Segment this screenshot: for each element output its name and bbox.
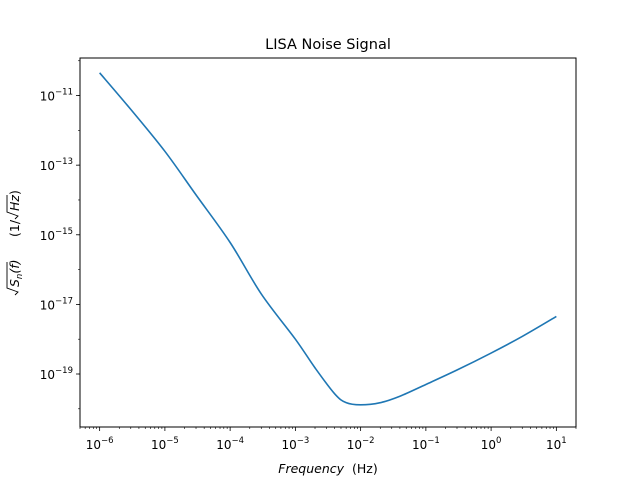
y-label-unit-open: (1/ bbox=[7, 219, 22, 237]
y-label-symbol: S bbox=[7, 279, 22, 287]
y-label-subscript: n bbox=[15, 274, 25, 279]
series-layer bbox=[99, 72, 557, 406]
svg-text:Sn(f): Sn(f) bbox=[7, 260, 25, 287]
svg-text:(1/: (1/ bbox=[7, 219, 22, 237]
plot-area-frame bbox=[79, 57, 577, 428]
y-axis-ticks: 10−19 10−17 10−15 10−13 10−11 bbox=[40, 60, 80, 410]
noise-curve-line bbox=[99, 72, 557, 406]
y-tick-label: 10−17 bbox=[40, 296, 73, 312]
svg-text:Hz): Hz) bbox=[7, 190, 22, 211]
y-axis-label: Sn(f) (1/ Hz) bbox=[6, 190, 25, 296]
y-label-unit-sqrt-sign bbox=[6, 195, 19, 220]
y-tick-label: 10−19 bbox=[40, 366, 73, 382]
x-axis-label: Frequency (Hz) bbox=[278, 461, 377, 476]
x-tick-label: 10−4 bbox=[216, 436, 244, 452]
y-label-sqrt-sign bbox=[6, 262, 19, 296]
x-axis-label-quantity: Frequency bbox=[278, 461, 344, 476]
x-tick-label: 100 bbox=[481, 436, 502, 452]
x-tick-label: 10−3 bbox=[281, 436, 309, 452]
y-tick-label: 10−13 bbox=[40, 157, 73, 173]
x-tick-label: 10−1 bbox=[412, 436, 440, 452]
x-tick-label: 101 bbox=[546, 436, 567, 452]
y-label-unit-close: ) bbox=[7, 190, 22, 195]
x-axis-label-unit: (Hz) bbox=[352, 461, 378, 476]
y-tick-label: 10−11 bbox=[40, 88, 73, 104]
x-axis-ticks: 10−6 10−5 10−4 10−3 10−2 10−1 100 101 bbox=[79, 427, 577, 452]
y-tick-label: 10−15 bbox=[40, 227, 73, 243]
y-label-argument: (f) bbox=[7, 260, 22, 274]
x-tick-label: 10−5 bbox=[151, 436, 179, 452]
chart-title: LISA Noise Signal bbox=[265, 37, 391, 53]
x-tick-label: 10−2 bbox=[347, 436, 375, 452]
y-label-unit-hz: Hz bbox=[7, 195, 22, 211]
x-tick-label: 10−6 bbox=[86, 436, 114, 452]
